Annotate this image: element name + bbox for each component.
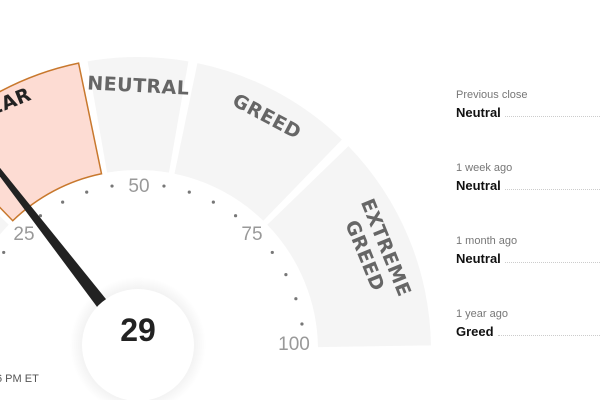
history-label: 1 month ago	[456, 235, 518, 247]
dotted-leader	[504, 116, 600, 117]
history-label: 1 week ago	[456, 162, 513, 174]
history-value: Neutral	[456, 105, 501, 120]
history-label: Previous close	[456, 89, 528, 101]
history-item-previous-close: Previous close Neutral	[456, 88, 600, 161]
segment-label-neutral: NEUTRAL	[87, 72, 190, 99]
tick-dot	[2, 250, 6, 255]
tick-label-25: 25	[13, 224, 34, 245]
history-value: Neutral	[456, 251, 501, 266]
tick-dot	[284, 273, 288, 277]
tick-dot	[211, 200, 215, 204]
history-item-1-year: 1 year ago Greed	[456, 307, 600, 380]
tick-dot	[300, 322, 304, 326]
tick-label-75: 75	[241, 224, 262, 245]
tick-dot	[110, 184, 114, 188]
tick-dot	[162, 184, 166, 188]
tick-dot	[61, 200, 65, 204]
dotted-leader	[497, 335, 600, 336]
tick-dot	[294, 297, 298, 301]
tick-label-100: 100	[278, 334, 310, 355]
gauge-segment-extreme-greed	[267, 146, 431, 348]
history-value: Neutral	[456, 178, 501, 193]
tick-dot	[233, 214, 238, 218]
score-value: 29	[120, 312, 156, 348]
history-label: 1 year ago	[456, 308, 508, 320]
history-item-1-month: 1 month ago Neutral	[456, 234, 600, 307]
gauge-segment-greed	[174, 63, 342, 221]
tick-dot	[85, 190, 89, 194]
gauge-segment-extreme-fear	[0, 216, 9, 235]
hub	[82, 289, 194, 400]
last-updated: 6 PM ET	[0, 373, 39, 385]
tick-dot	[38, 214, 43, 218]
gauge-segment-neutral	[87, 57, 189, 173]
dotted-leader	[504, 189, 600, 190]
history-list: Previous close Neutral 1 week ago Neutra…	[456, 88, 600, 380]
dotted-leader	[504, 262, 600, 263]
tick-dot	[270, 250, 274, 255]
gauge-segment-fear	[0, 62, 103, 222]
history-item-1-week: 1 week ago Neutral	[456, 161, 600, 234]
tick-dot	[187, 190, 191, 194]
tick-label-50: 50	[128, 176, 149, 197]
gauge-needle	[0, 167, 110, 311]
history-value: Greed	[456, 324, 494, 339]
